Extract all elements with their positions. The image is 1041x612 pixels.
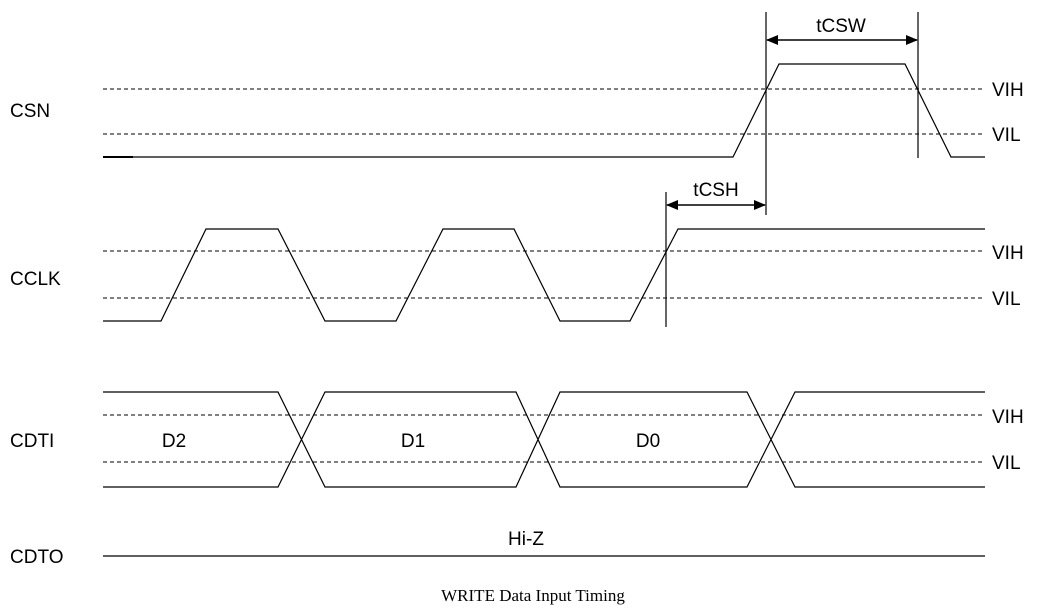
csn-waveform bbox=[103, 63, 985, 158]
tcsh-label: tCSH bbox=[693, 180, 738, 201]
tcsw-label: tCSW bbox=[816, 16, 866, 37]
cdti-vih-label: VIH bbox=[992, 407, 1024, 428]
cclk-waveform bbox=[103, 228, 985, 322]
csn-vih-label: VIH bbox=[992, 80, 1024, 101]
cdto-label: CDTO bbox=[10, 547, 63, 568]
cdti-vil-label: VIL bbox=[992, 453, 1021, 474]
cdti-bit-d2: D2 bbox=[162, 431, 186, 452]
cdti-bit-d0: D0 bbox=[636, 431, 660, 452]
cdti-label: CDTI bbox=[10, 431, 54, 452]
cdti-waveform bbox=[103, 391, 985, 488]
cdto-hiz-label: Hi-Z bbox=[508, 529, 544, 550]
csn-label: CSN bbox=[10, 101, 50, 122]
cdti-bit-d1: D1 bbox=[401, 431, 425, 452]
csn-vil-label: VIL bbox=[992, 125, 1021, 146]
cclk-vil-label: VIL bbox=[992, 289, 1021, 310]
cclk-label: CCLK bbox=[10, 269, 61, 290]
diagram-caption: WRITE Data Input Timing bbox=[441, 586, 625, 605]
cclk-vih-label: VIH bbox=[992, 243, 1024, 264]
